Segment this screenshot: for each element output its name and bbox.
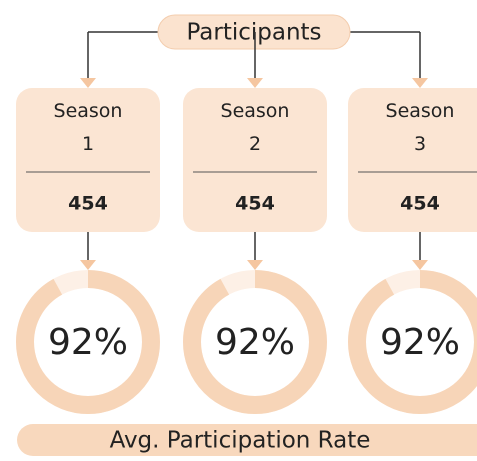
rate-label: 92% (380, 322, 460, 363)
season-label: Season 3 (385, 100, 455, 155)
season-label: Season 2 (220, 100, 290, 155)
season-box (16, 88, 160, 232)
arrow (247, 78, 263, 88)
arrow (247, 260, 263, 270)
season-value: 454 (400, 193, 440, 215)
arrow (412, 260, 428, 270)
footer-title: Avg. Participation Rate (110, 428, 371, 454)
content: Participants Avg. Participation Rate Sea… (16, 14, 477, 456)
donut-arc (16, 270, 160, 414)
footer-pill (17, 424, 477, 456)
season-label-box: Season 1 (53, 100, 123, 155)
rate-label: 92% (48, 322, 128, 363)
header-title: Participants (186, 20, 321, 46)
arrow (80, 78, 96, 88)
season-box (348, 88, 477, 232)
header-pill (157, 14, 351, 50)
season-value: 454 (235, 193, 275, 215)
season-label: Season 1 (53, 100, 123, 155)
donut-arc (348, 270, 477, 414)
season-label-box: Season 3 (385, 100, 455, 155)
season-label-box: Season 2 (220, 100, 290, 155)
donut-arc (183, 270, 327, 414)
arrow (412, 78, 428, 88)
rate-label: 92% (215, 322, 295, 363)
season-box (183, 88, 327, 232)
arrow (80, 260, 96, 270)
season-value: 454 (68, 193, 108, 215)
